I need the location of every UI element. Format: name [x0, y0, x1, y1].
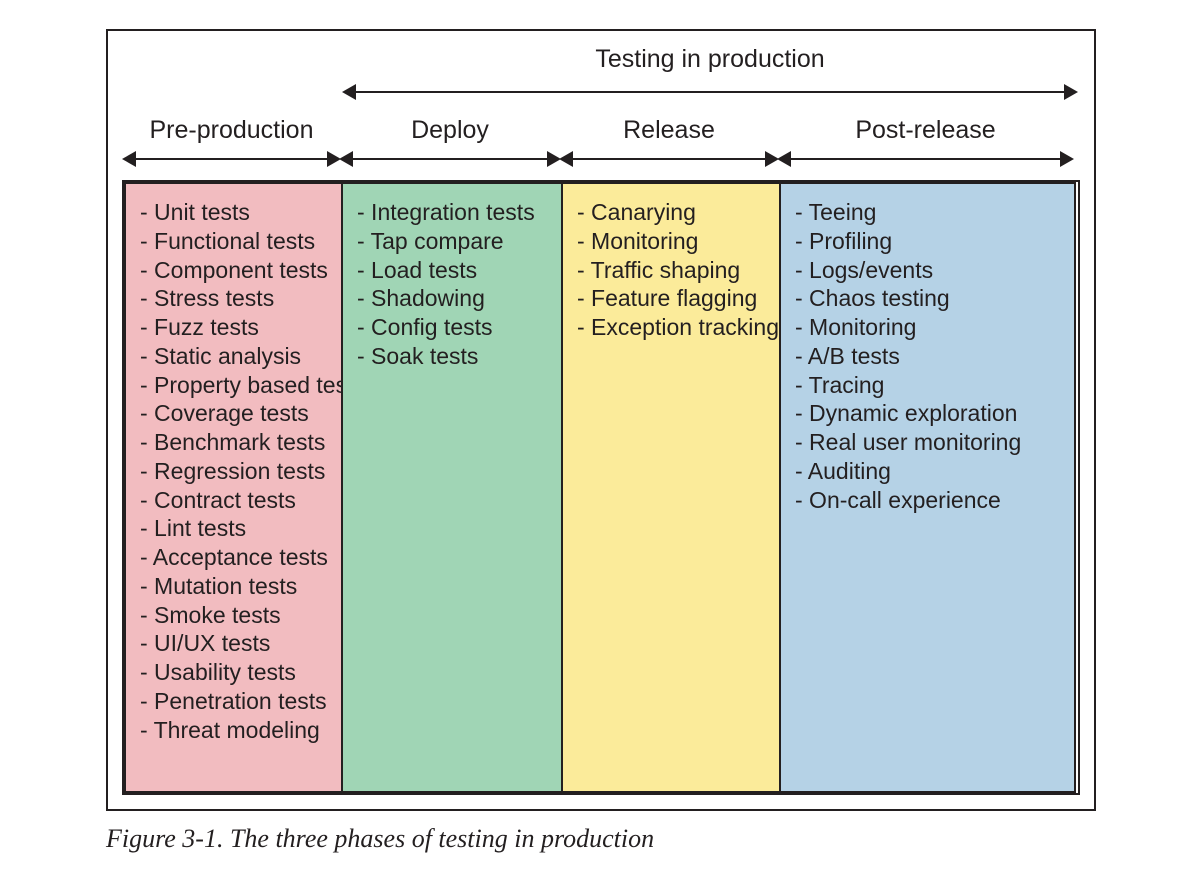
list-item: - Profiling — [795, 227, 1064, 256]
list-item: - Real user monitoring — [795, 428, 1064, 457]
figure-caption: Figure 3-1. The three phases of testing … — [106, 824, 654, 854]
column-title-preproduction: Pre-production — [150, 116, 314, 145]
list-item: - Canarying — [577, 198, 769, 227]
list-item: - Threat modeling — [140, 716, 331, 745]
list-item: - Feature flagging — [577, 284, 769, 313]
column-arrow-release — [559, 151, 779, 167]
list-item: - Stress tests — [140, 284, 331, 313]
list-item: - UI/UX tests — [140, 629, 331, 658]
list-item: - Static analysis — [140, 342, 331, 371]
phase-box-release: - Canarying- Monitoring- Traffic shaping… — [561, 182, 781, 793]
list-item: - Monitoring — [577, 227, 769, 256]
arrow-cap-right-icon — [1064, 84, 1078, 100]
arrow-line — [791, 158, 1060, 160]
list-item: - Load tests — [357, 256, 551, 285]
column-title-release: Release — [623, 116, 715, 145]
list-item: - Mutation tests — [140, 572, 331, 601]
column-title-postrelease: Post-release — [855, 116, 995, 145]
list-item: - Smoke tests — [140, 601, 331, 630]
arrow-cap-left-icon — [122, 151, 136, 167]
list-item: - Regression tests — [140, 457, 331, 486]
column-title-deploy: Deploy — [411, 116, 489, 145]
list-item: - Traffic shaping — [577, 256, 769, 285]
list-item: - Auditing — [795, 457, 1064, 486]
list-item: - Acceptance tests — [140, 543, 331, 572]
list-item: - Config tests — [357, 313, 551, 342]
column-header-release: Release — [559, 116, 779, 176]
arrow-line — [356, 91, 1064, 93]
arrow-cap-left-icon — [342, 84, 356, 100]
list-item: - Soak tests — [357, 342, 551, 371]
list-item: - Exception tracking — [577, 313, 769, 342]
list-item: - Property based tests — [140, 371, 331, 400]
list-item: - Tracing — [795, 371, 1064, 400]
list-item: - Fuzz tests — [140, 313, 331, 342]
list-item: - Benchmark tests — [140, 428, 331, 457]
column-arrow-postrelease — [777, 151, 1074, 167]
super-header-title: Testing in production — [340, 45, 1080, 74]
list-item: - Monitoring — [795, 313, 1064, 342]
column-arrow-deploy — [339, 151, 561, 167]
list-item: - On-call experience — [795, 486, 1064, 515]
list-item: - Logs/events — [795, 256, 1064, 285]
arrow-line — [136, 158, 327, 160]
list-item: - A/B tests — [795, 342, 1064, 371]
list-item: - Teeing — [795, 198, 1064, 227]
list-item: - Chaos testing — [795, 284, 1064, 313]
super-header-arrow — [342, 84, 1078, 100]
list-item: - Integration tests — [357, 198, 551, 227]
list-item: - Unit tests — [140, 198, 331, 227]
list-item: - Coverage tests — [140, 399, 331, 428]
column-header-deploy: Deploy — [339, 116, 561, 176]
column-header-preproduction: Pre-production — [122, 116, 341, 176]
arrow-cap-left-icon — [777, 151, 791, 167]
column-header-postrelease: Post-release — [777, 116, 1074, 176]
list-item: - Dynamic exploration — [795, 399, 1064, 428]
arrow-cap-left-icon — [559, 151, 573, 167]
list-item: - Tap compare — [357, 227, 551, 256]
phase-box-postrelease: - Teeing- Profiling- Logs/events- Chaos … — [779, 182, 1076, 793]
list-item: - Shadowing — [357, 284, 551, 313]
arrow-cap-right-icon — [1060, 151, 1074, 167]
phase-boxes-container: - Unit tests- Functional tests- Componen… — [122, 180, 1080, 795]
arrow-line — [573, 158, 765, 160]
column-arrow-preproduction — [122, 151, 341, 167]
phase-box-preproduction: - Unit tests- Functional tests- Componen… — [124, 182, 343, 793]
list-item: - Functional tests — [140, 227, 331, 256]
arrow-line — [353, 158, 547, 160]
list-item: - Usability tests — [140, 658, 331, 687]
phase-box-deploy: - Integration tests- Tap compare- Load t… — [341, 182, 563, 793]
arrow-cap-left-icon — [339, 151, 353, 167]
list-item: - Penetration tests — [140, 687, 331, 716]
list-item: - Lint tests — [140, 514, 331, 543]
column-header-row: Pre-production Deploy Release Post-release — [122, 116, 1080, 176]
list-item: - Contract tests — [140, 486, 331, 515]
list-item: - Component tests — [140, 256, 331, 285]
